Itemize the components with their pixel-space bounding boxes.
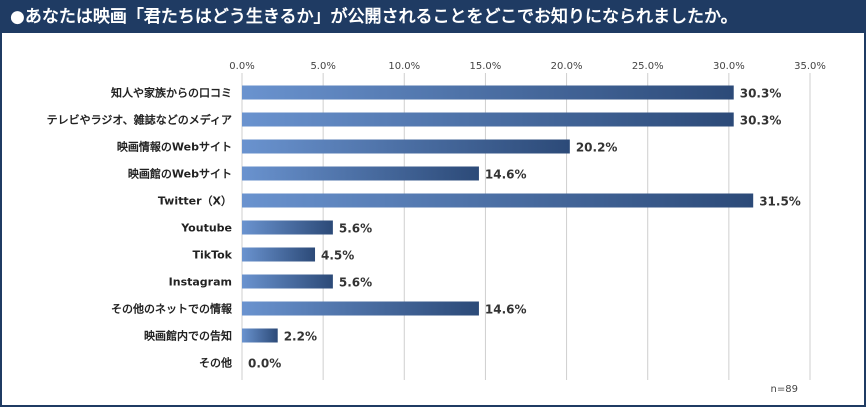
bar bbox=[242, 112, 734, 127]
x-axis-ticks: 0.0% 5.0% 10.0% 15.0% 20.0% 25.0% 30.0% 35.0% bbox=[229, 61, 826, 72]
value-label: 31.5% bbox=[759, 195, 801, 209]
bar-chart: 0.0% 5.0% 10.0% 15.0% 20.0% 25.0% 30.0% 35.0% 知… bbox=[47, 61, 826, 395]
category-label: Youtube bbox=[180, 222, 232, 235]
category-label: 映画館のWebサイト bbox=[128, 167, 232, 181]
value-label: 5.6% bbox=[339, 276, 372, 290]
bar bbox=[242, 301, 479, 316]
bar bbox=[242, 274, 333, 289]
x-tick-label: 35.0% bbox=[794, 61, 826, 72]
bar bbox=[242, 220, 333, 235]
value-label: 20.2% bbox=[576, 141, 618, 155]
category-label: その他のネットでの情報 bbox=[111, 302, 233, 316]
category-label: その他 bbox=[199, 356, 232, 370]
x-tick-label: 10.0% bbox=[388, 61, 420, 72]
x-tick-label: 20.0% bbox=[551, 61, 583, 72]
value-label: 30.3% bbox=[740, 87, 782, 101]
category-labels: 知人や家族からの口コミテレビやラジオ、雑誌などのメディア映画情報のWebサイト映… bbox=[47, 86, 233, 370]
x-tick-label: 0.0% bbox=[229, 61, 254, 72]
bar bbox=[242, 139, 570, 154]
chart-title: ●あなたは映画「君たちはどう生きるか」が公開されることをどこでお知りになられまし… bbox=[2, 2, 864, 33]
bars bbox=[242, 85, 754, 343]
bar bbox=[242, 193, 754, 208]
category-label: テレビやラジオ、雑誌などのメディア bbox=[47, 113, 232, 127]
category-label: Instagram bbox=[169, 276, 232, 289]
value-labels: 30.3% 30.3% 20.2% 14.6% 31.5% 5.6% 4.5% 5.6% 14.… bbox=[248, 87, 801, 371]
value-label: 0.0% bbox=[248, 357, 281, 371]
bar bbox=[242, 328, 278, 343]
value-label: 4.5% bbox=[321, 249, 354, 263]
category-label: 映画情報のWebサイト bbox=[117, 140, 232, 154]
category-label: 映画館内での告知 bbox=[144, 329, 232, 343]
value-label: 14.6% bbox=[485, 168, 527, 182]
category-label: 知人や家族からの口コミ bbox=[110, 86, 232, 100]
bar bbox=[242, 247, 316, 262]
category-label: TikTok bbox=[192, 249, 232, 262]
x-tick-label: 15.0% bbox=[470, 61, 502, 72]
sample-size-note: n=89 bbox=[771, 384, 798, 395]
x-tick-label: 30.0% bbox=[713, 61, 745, 72]
value-label: 2.2% bbox=[284, 330, 317, 344]
x-tick-label: 25.0% bbox=[632, 61, 664, 72]
value-label: 30.3% bbox=[740, 114, 782, 128]
value-label: 5.6% bbox=[339, 222, 372, 236]
x-tick-label: 5.0% bbox=[310, 61, 335, 72]
value-label: 14.6% bbox=[485, 303, 527, 317]
bar bbox=[242, 85, 734, 100]
bar bbox=[242, 166, 479, 181]
category-label: Twitter（X） bbox=[158, 195, 232, 208]
